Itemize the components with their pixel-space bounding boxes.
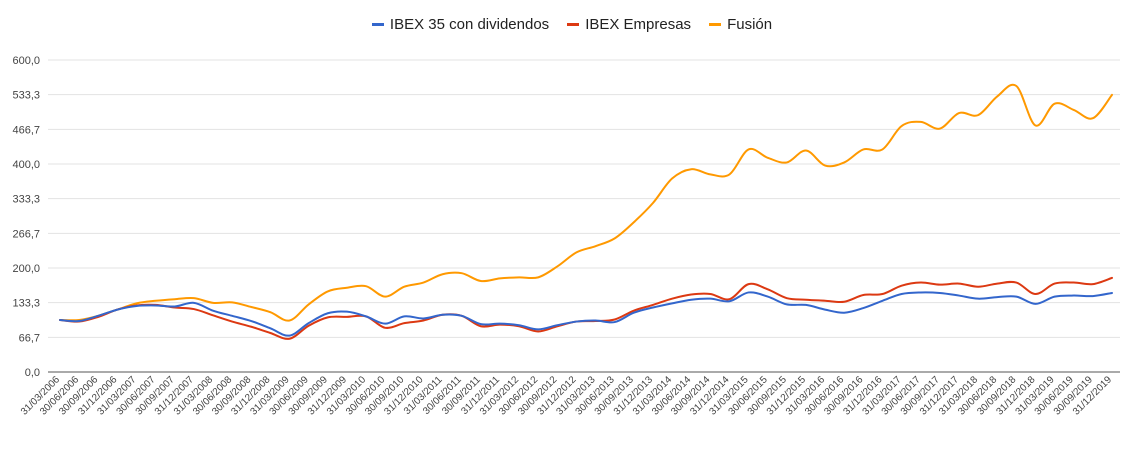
- legend-item-ibex35[interactable]: IBEX 35 con dividendos: [371, 16, 550, 33]
- y-tick-label: 266,7: [12, 228, 40, 240]
- y-tick-label: 400,0: [12, 159, 40, 171]
- legend-swatch-fusion: [709, 23, 722, 26]
- legend-item-ibex-empresas[interactable]: IBEX Empresas: [567, 16, 691, 33]
- legend-item-fusion[interactable]: Fusión: [709, 16, 772, 33]
- y-tick-label: 466,7: [12, 124, 40, 136]
- y-tick-label: 0,0: [25, 367, 40, 379]
- legend: IBEX 35 con dividendos IBEX Empresas Fus…: [0, 16, 1144, 33]
- series-line-ibex-35-con-dividendos: [59, 291, 1113, 337]
- y-tick-label: 200,0: [12, 263, 40, 275]
- y-tick-label: 600,0: [12, 55, 40, 67]
- legend-label-fusion: Fusión: [727, 16, 773, 33]
- legend-swatch-ibex-empresas: [567, 23, 580, 26]
- y-tick-label: 533,3: [12, 90, 40, 102]
- legend-label-ibex35: IBEX 35 con dividendos: [389, 16, 550, 33]
- legend-label-ibex-empresas: IBEX Empresas: [585, 16, 692, 33]
- series-line-fusi-n: [59, 83, 1113, 322]
- legend-swatch-ibex35: [371, 23, 384, 26]
- y-tick-label: 66,7: [19, 332, 40, 344]
- series-line-ibex-empresas: [59, 276, 1113, 340]
- y-tick-label: 333,3: [12, 194, 40, 206]
- y-tick-label: 133,3: [12, 298, 40, 310]
